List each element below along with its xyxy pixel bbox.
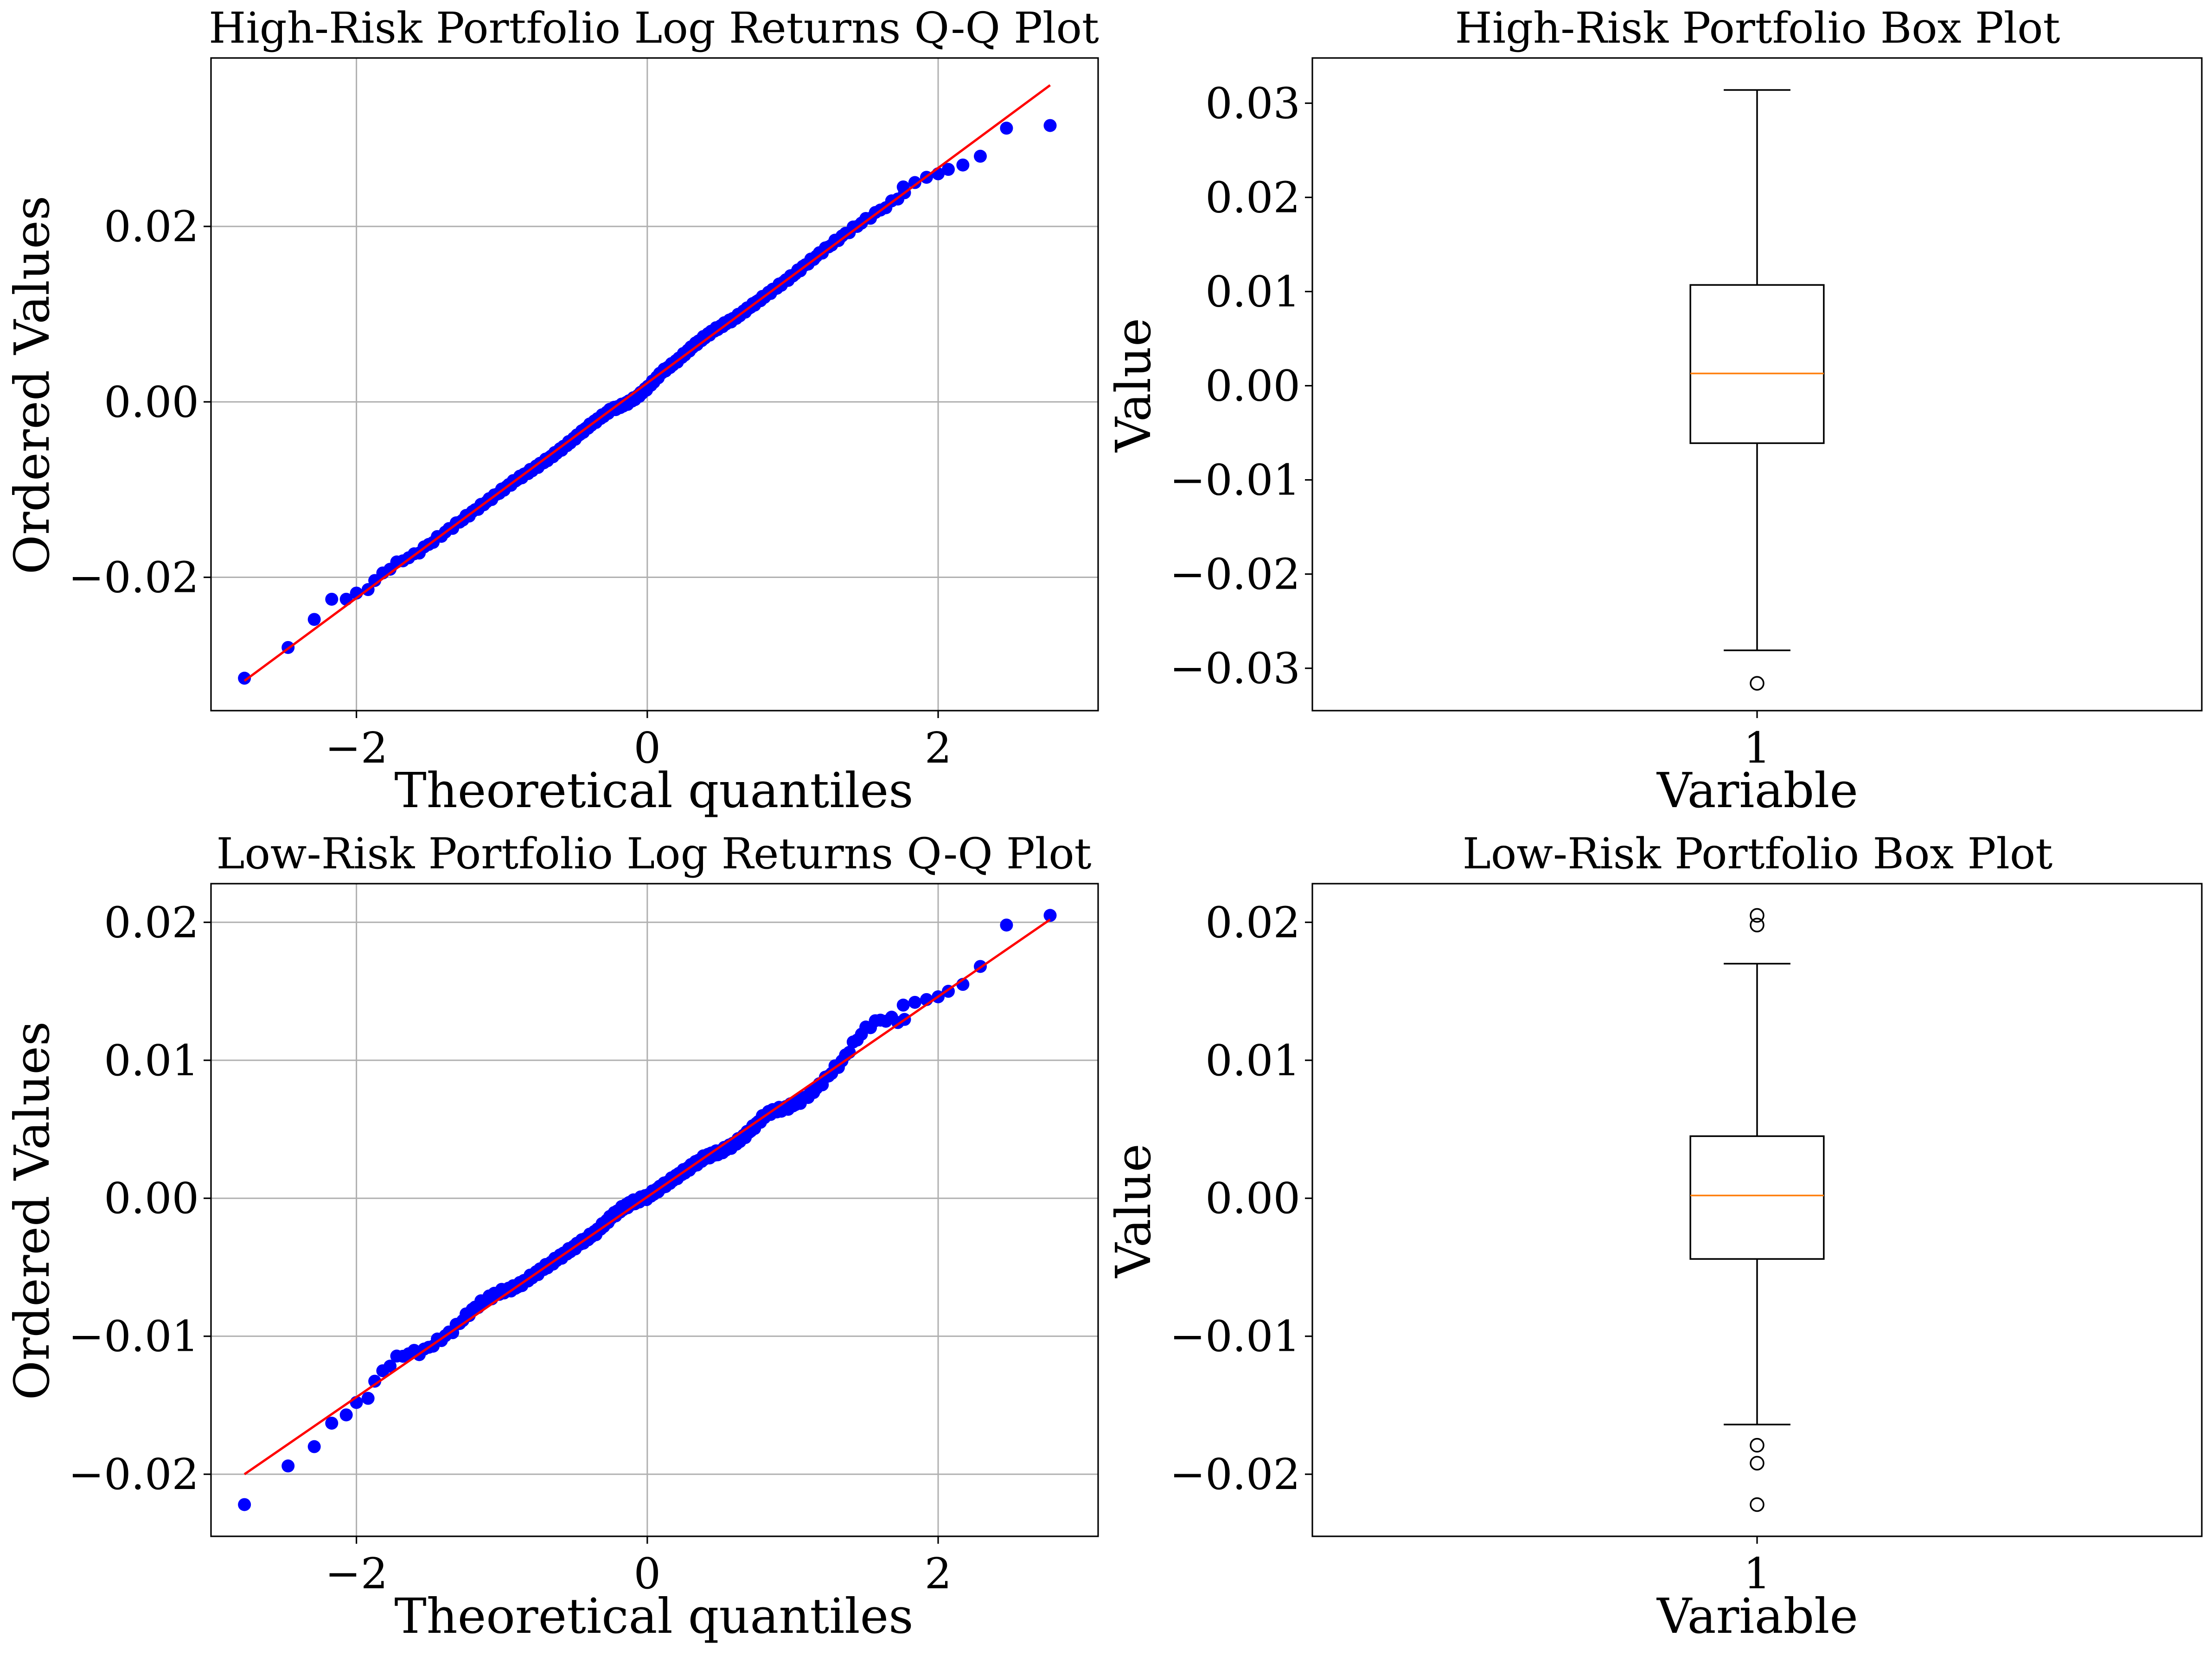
high-risk-qq-title: High-Risk Portfolio Log Returns Q-Q Plot	[209, 3, 1099, 53]
high-risk-box-x-axis-label: Variable	[1656, 762, 1858, 819]
y-tick-label: −0.02	[1170, 550, 1300, 599]
interquartile-box	[1689, 284, 1825, 444]
y-tick-label: 0.02	[1205, 898, 1300, 947]
y-tick-label: −0.02	[1170, 1450, 1300, 1499]
qq-data-point	[325, 592, 339, 606]
x-tick-label: −2	[325, 723, 388, 773]
axes-frame	[1311, 883, 2203, 1537]
y-tick-label: 0.00	[104, 1174, 199, 1223]
x-tick-label: 2	[925, 723, 952, 773]
qq-data-point	[1000, 918, 1013, 932]
low-risk-qq-y-axis-label: Ordered Values	[4, 1021, 60, 1400]
y-tick-label: −0.02	[68, 553, 199, 603]
high-risk-qq-panel: High-Risk Portfolio Log Returns Q-Q Plot…	[4, 3, 1099, 819]
interquartile-box	[1689, 1135, 1825, 1260]
y-tick-label: −0.02	[68, 1450, 199, 1499]
axes-frame	[210, 57, 1099, 712]
outlier-point	[1750, 908, 1764, 923]
y-tick-label: 0.01	[1205, 1036, 1300, 1085]
qq-data-point	[908, 995, 921, 1009]
qq-data-point	[1043, 119, 1057, 132]
high-risk-box-panel: High-Risk Portfolio Box Plot −0.03−0.02−…	[1105, 3, 2203, 819]
high-risk-qq-y-axis-label: Ordered Values	[4, 196, 60, 575]
qq-data-point	[307, 1440, 321, 1453]
outlier-point	[1750, 918, 1764, 932]
high-risk-box-y-axis-label: Value	[1105, 318, 1162, 453]
low-risk-box-title: Low-Risk Portfolio Box Plot	[1463, 829, 2052, 879]
y-tick-label: 0.02	[104, 898, 199, 947]
x-tick-label: −2	[325, 1549, 388, 1598]
outlier-point	[1750, 1497, 1764, 1512]
qq-data-point	[238, 1498, 251, 1511]
axes-frame	[1311, 57, 2203, 712]
y-tick-label: 0.00	[1205, 1174, 1300, 1223]
qq-data-point	[339, 1408, 353, 1422]
x-tick-label: 1	[1744, 723, 1771, 773]
qq-data-point	[956, 158, 970, 172]
low-risk-qq-title: Low-Risk Portfolio Log Returns Q-Q Plot	[216, 829, 1091, 879]
x-tick-label: 1	[1744, 1549, 1771, 1598]
high-risk-qq-plot-area: −2 0 2 −0.02 0.00 0.02	[68, 57, 1099, 773]
outlier-point	[1750, 1438, 1764, 1453]
y-tick-label: 0.02	[104, 202, 199, 251]
qq-data-point	[1043, 909, 1057, 922]
qq-data-point	[941, 163, 955, 176]
y-tick-label: 0.00	[104, 377, 199, 427]
y-tick-label: 0.02	[1205, 173, 1300, 222]
axes-frame	[210, 883, 1099, 1537]
y-tick-label: 0.01	[104, 1036, 199, 1085]
qq-fit-line	[243, 84, 1051, 682]
high-risk-box-plot-area: −0.03 −0.02 −0.01 0.00 0.01 0.02 0.03 1	[1170, 57, 2203, 773]
qq-data-point	[307, 613, 321, 626]
y-tick-label: 0.00	[1205, 361, 1300, 411]
y-tick-label: −0.03	[1170, 644, 1300, 693]
qq-data-point	[384, 1360, 397, 1373]
qq-data-point	[896, 998, 910, 1012]
low-risk-box-plot-area: −0.02 −0.01 0.00 0.01 0.02 1	[1170, 883, 2203, 1598]
y-tick-label: −0.01	[1170, 1312, 1300, 1361]
qq-data-point	[1000, 122, 1013, 135]
low-risk-qq-panel: Low-Risk Portfolio Log Returns Q-Q Plot …	[4, 829, 1099, 1644]
qq-data-point	[908, 176, 921, 189]
qq-fit-line	[243, 918, 1051, 1476]
high-risk-box-title: High-Risk Portfolio Box Plot	[1455, 3, 2060, 53]
qq-data-point	[325, 1417, 339, 1430]
y-tick-label: 0.01	[1205, 267, 1300, 317]
x-tick-label: 0	[634, 1549, 661, 1598]
outlier-point	[1750, 676, 1764, 691]
y-tick-label: −0.01	[1170, 456, 1300, 505]
low-risk-box-y-axis-label: Value	[1105, 1143, 1162, 1278]
low-risk-qq-x-axis-label: Theoretical quantiles	[394, 1588, 913, 1644]
qq-data-point	[361, 1392, 375, 1405]
low-risk-qq-plot-area: −2 0 2 −0.02 −0.01 0.00 0.01 0.02	[68, 883, 1099, 1598]
x-tick-label: 2	[925, 1549, 952, 1598]
y-tick-label: 0.03	[1205, 78, 1300, 128]
qq-data-point	[973, 149, 987, 163]
low-risk-box-x-axis-label: Variable	[1656, 1588, 1858, 1644]
low-risk-box-panel: Low-Risk Portfolio Box Plot −0.02 −0.01 0.…	[1105, 829, 2203, 1644]
qq-data-point	[368, 1374, 382, 1388]
outlier-point	[1750, 1456, 1764, 1471]
y-tick-label: −0.01	[68, 1312, 199, 1361]
high-risk-qq-x-axis-label: Theoretical quantiles	[394, 762, 913, 819]
x-tick-label: 0	[634, 723, 661, 773]
qq-data-point	[238, 672, 251, 685]
qq-data-point	[281, 1459, 295, 1473]
